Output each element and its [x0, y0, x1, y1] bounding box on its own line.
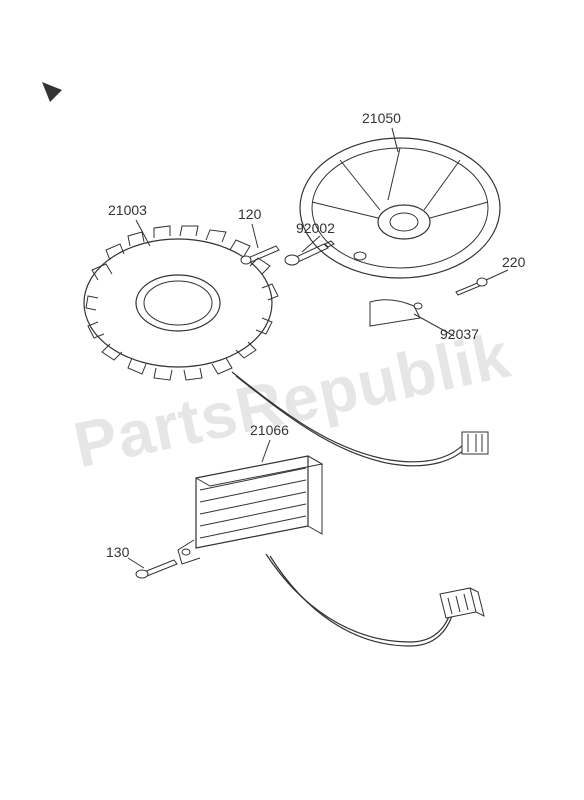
label-220: 220	[502, 254, 525, 270]
clamp-part	[370, 300, 422, 326]
label-21050: 21050	[362, 110, 401, 126]
leader-lines	[128, 128, 508, 568]
label-92037: 92037	[440, 326, 479, 342]
stator-part	[84, 226, 278, 380]
label-130: 130	[106, 544, 129, 560]
diagram-canvas: PartsRepublik	[0, 0, 584, 800]
label-21066: 21066	[250, 422, 289, 438]
label-92002: 92002	[296, 220, 335, 236]
bolt-120	[241, 246, 279, 264]
screw-220	[456, 278, 487, 295]
stator-wire	[232, 372, 466, 466]
connector-large	[440, 588, 484, 618]
exploded-diagram	[0, 0, 584, 800]
orientation-arrow-icon	[40, 80, 70, 115]
regulator-wire	[266, 554, 452, 646]
label-120: 120	[238, 206, 261, 222]
bolt-92002	[285, 241, 334, 265]
flywheel-part	[300, 138, 500, 278]
bolt-130	[136, 560, 177, 578]
connector-small	[462, 432, 488, 454]
label-21003: 21003	[108, 202, 147, 218]
regulator-part	[178, 456, 322, 564]
